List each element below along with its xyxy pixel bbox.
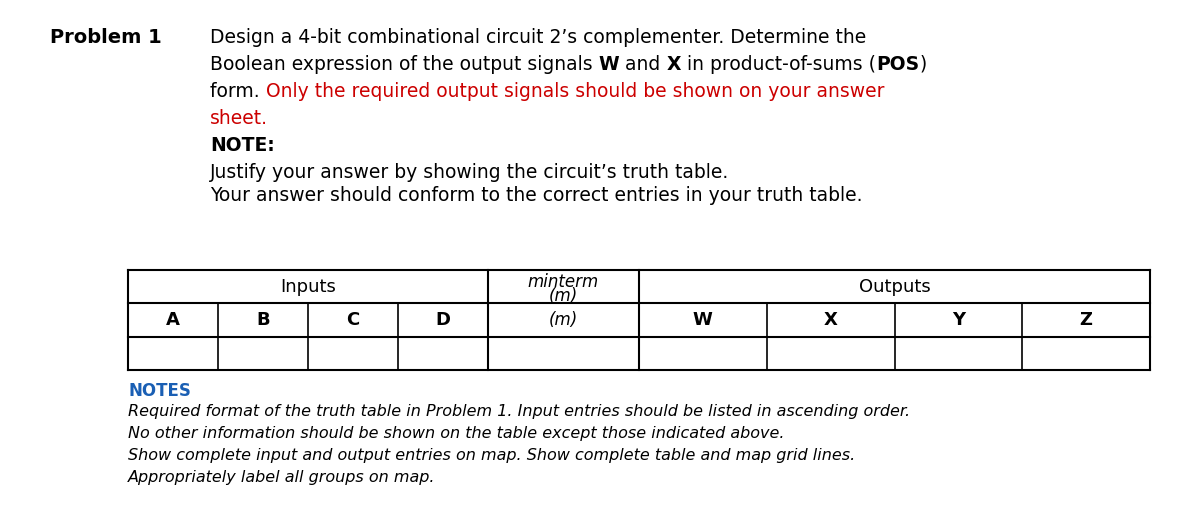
Text: Appropriately label all groups on map.: Appropriately label all groups on map.	[128, 470, 436, 485]
Text: Outputs: Outputs	[859, 278, 930, 296]
Text: No other information should be shown on the table except those indicated above.: No other information should be shown on …	[128, 426, 785, 441]
Text: (m): (m)	[548, 311, 578, 329]
Text: sheet.: sheet.	[210, 109, 268, 128]
Text: C: C	[347, 311, 360, 329]
Text: B: B	[256, 311, 270, 329]
Text: Design a 4-bit combinational circuit 2’s complementer. Determine the: Design a 4-bit combinational circuit 2’s…	[210, 28, 866, 47]
Text: X: X	[666, 55, 682, 74]
Text: ): )	[919, 55, 926, 74]
Text: X: X	[823, 311, 838, 329]
Text: W: W	[692, 311, 713, 329]
Text: A: A	[166, 311, 180, 329]
Text: Your answer should conform to the correct entries in your truth table.: Your answer should conform to the correc…	[210, 186, 863, 205]
Text: and: and	[619, 55, 666, 74]
Text: Justify your answer by showing the circuit’s truth table.: Justify your answer by showing the circu…	[210, 163, 730, 182]
Text: minterm: minterm	[528, 272, 599, 291]
Text: Y: Y	[952, 311, 965, 329]
Text: Only the required output signals should be shown on your answer: Only the required output signals should …	[265, 82, 884, 101]
Text: D: D	[436, 311, 450, 329]
Text: (m): (m)	[548, 287, 578, 304]
Text: Z: Z	[1080, 311, 1092, 329]
Text: in product-of-sums (: in product-of-sums (	[682, 55, 876, 74]
Text: form.: form.	[210, 82, 265, 101]
Text: Inputs: Inputs	[280, 278, 336, 296]
Text: Required format of the truth table in Problem 1. Input entries should be listed : Required format of the truth table in Pr…	[128, 404, 910, 419]
Text: Problem 1: Problem 1	[50, 28, 162, 47]
Text: NOTE:: NOTE:	[210, 136, 275, 155]
Text: W: W	[599, 55, 619, 74]
Text: POS: POS	[876, 55, 919, 74]
Text: Show complete input and output entries on map. Show complete table and map grid : Show complete input and output entries o…	[128, 448, 856, 463]
Text: NOTES: NOTES	[128, 382, 191, 400]
Text: Boolean expression of the output signals: Boolean expression of the output signals	[210, 55, 599, 74]
